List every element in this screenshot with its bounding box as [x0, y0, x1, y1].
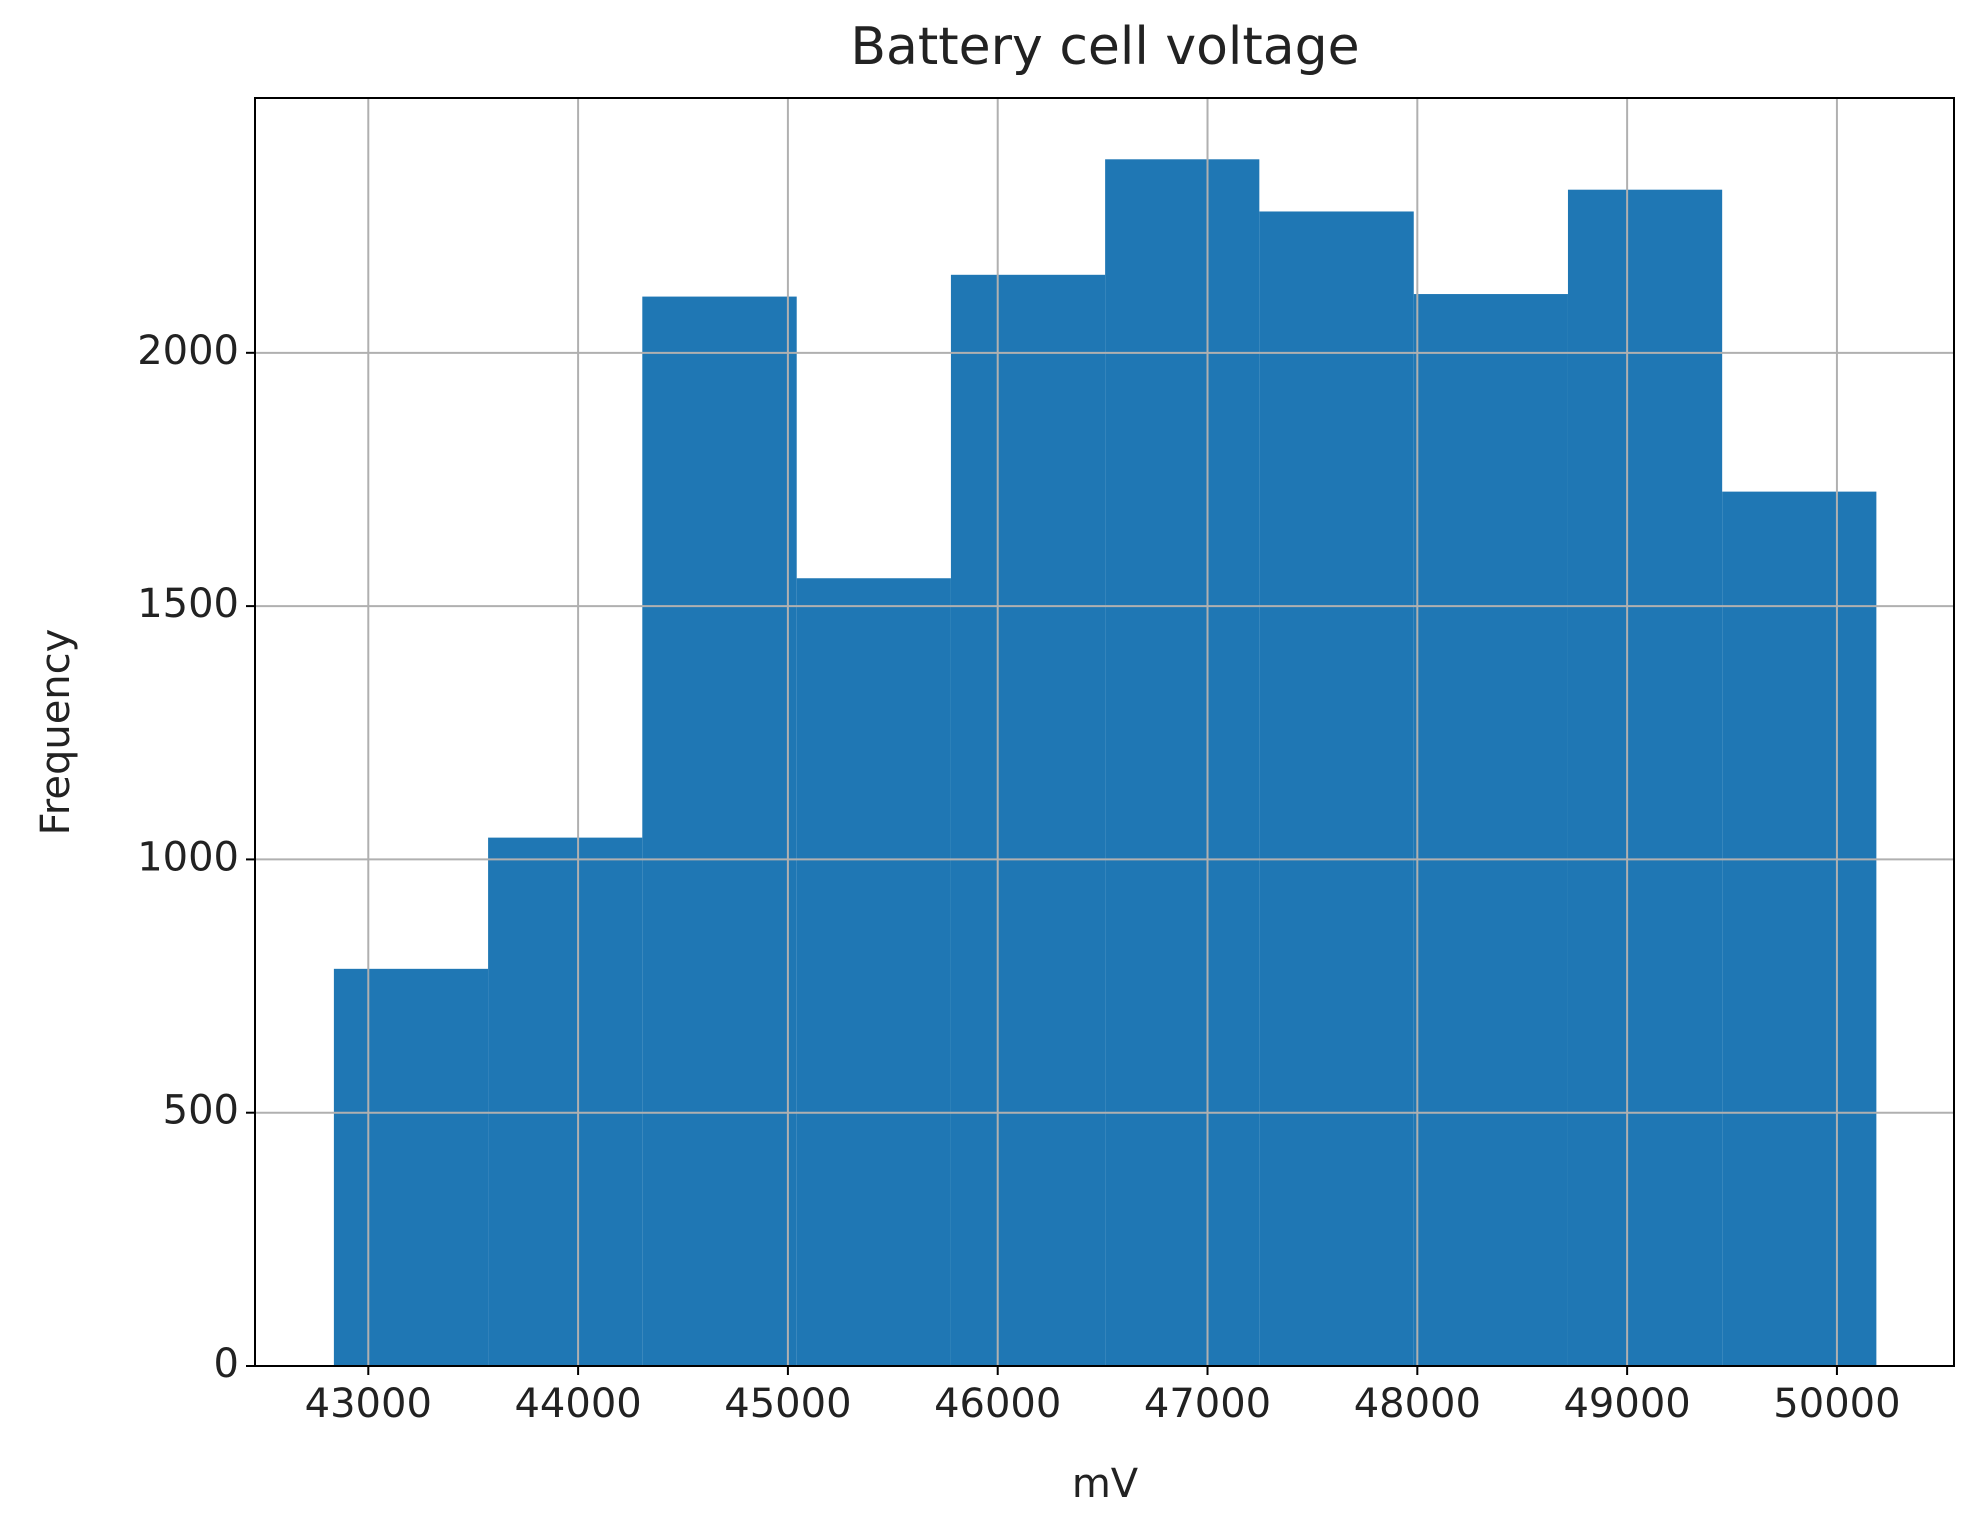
- x-tick-label: 43000: [305, 1381, 432, 1427]
- plot-frame: [254, 97, 1955, 1367]
- bar: [796, 578, 951, 1366]
- bar: [1105, 159, 1260, 1367]
- x-tick-label: 48000: [1354, 1381, 1481, 1427]
- y-tick-label: 1000: [137, 834, 239, 880]
- bar: [642, 296, 797, 1366]
- bar: [333, 968, 489, 1366]
- y-tick-label: 0: [214, 1341, 239, 1387]
- x-tick-label: 44000: [514, 1381, 641, 1427]
- x-tick-label: 45000: [724, 1381, 851, 1427]
- y-tick-label: 500: [163, 1088, 239, 1134]
- x-tick-label: 47000: [1144, 1381, 1271, 1427]
- chart-title: Battery cell voltage: [850, 17, 1359, 77]
- y-axis-label: Frequency: [33, 629, 79, 836]
- bar: [1259, 211, 1414, 1367]
- bar: [950, 274, 1106, 1366]
- x-tick-label: 46000: [934, 1381, 1061, 1427]
- bar: [1722, 491, 1877, 1366]
- bar: [488, 837, 643, 1366]
- y-tick-label: 2000: [137, 328, 239, 374]
- x-axis-label: mV: [1072, 1461, 1139, 1507]
- x-tick-label: 50000: [1773, 1381, 1900, 1427]
- x-tick-label: 49000: [1563, 1381, 1690, 1427]
- y-tick-label: 1500: [137, 581, 239, 627]
- bar: [1413, 294, 1568, 1366]
- bar: [1567, 189, 1723, 1367]
